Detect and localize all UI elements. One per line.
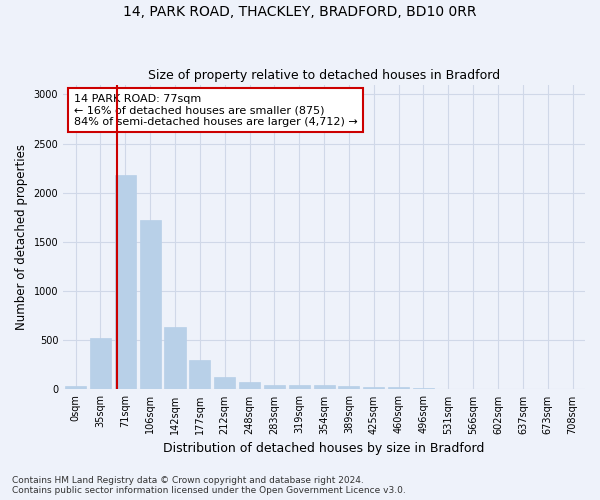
Bar: [115, 174, 136, 390]
Bar: [264, 385, 285, 390]
Bar: [65, 386, 86, 390]
Bar: [363, 387, 385, 390]
Title: Size of property relative to detached houses in Bradford: Size of property relative to detached ho…: [148, 69, 500, 82]
Bar: [314, 386, 335, 390]
Bar: [239, 382, 260, 390]
Text: 14, PARK ROAD, THACKLEY, BRADFORD, BD10 0RR: 14, PARK ROAD, THACKLEY, BRADFORD, BD10 …: [123, 5, 477, 19]
X-axis label: Distribution of detached houses by size in Bradford: Distribution of detached houses by size …: [163, 442, 485, 455]
Bar: [189, 360, 211, 390]
Bar: [164, 327, 185, 390]
Bar: [214, 376, 235, 390]
Bar: [289, 386, 310, 390]
Bar: [140, 220, 161, 390]
Bar: [90, 338, 111, 390]
Bar: [438, 388, 459, 390]
Text: Contains HM Land Registry data © Crown copyright and database right 2024.
Contai: Contains HM Land Registry data © Crown c…: [12, 476, 406, 495]
Y-axis label: Number of detached properties: Number of detached properties: [15, 144, 28, 330]
Bar: [413, 388, 434, 390]
Text: 14 PARK ROAD: 77sqm
← 16% of detached houses are smaller (875)
84% of semi-detac: 14 PARK ROAD: 77sqm ← 16% of detached ho…: [74, 94, 358, 127]
Bar: [388, 388, 409, 390]
Bar: [338, 386, 359, 390]
